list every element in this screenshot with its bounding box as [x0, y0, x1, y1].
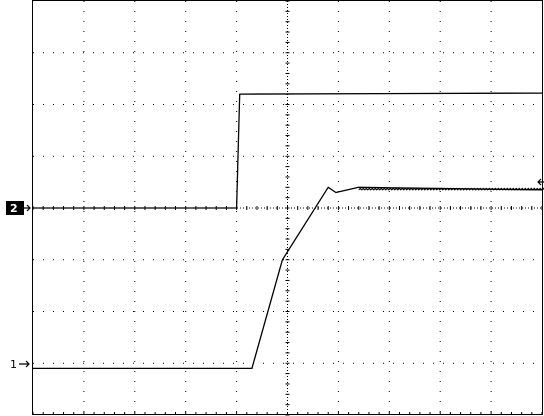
ch1-marker-label: 1 — [10, 358, 17, 371]
ch2-marker-label: 2 — [10, 202, 18, 215]
trace-ch1-ripple — [358, 187, 544, 191]
ch2-marker: 2 — [6, 201, 31, 215]
traces — [33, 92, 544, 370]
trace-ch2 — [33, 92, 543, 209]
trigger-level-marker — [537, 178, 544, 186]
trace-ch1 — [33, 186, 543, 370]
ch1-marker: 1 — [10, 358, 30, 371]
